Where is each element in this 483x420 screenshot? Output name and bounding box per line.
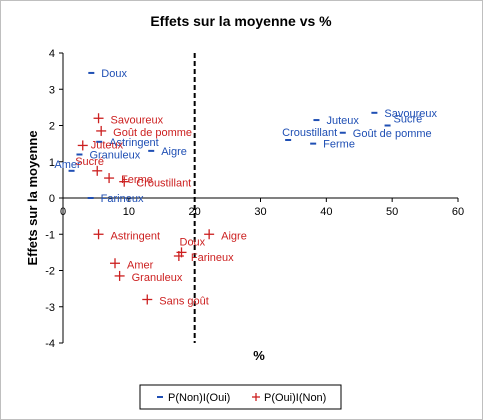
y-tick-label: 1 <box>49 157 55 169</box>
chart-title: Effets sur la moyenne vs % <box>150 13 332 29</box>
data-point-label: Doux <box>101 68 127 80</box>
x-tick-label: 0 <box>60 206 66 218</box>
data-point-label: Aigre <box>161 146 187 158</box>
data-point-label: Astringent <box>111 230 161 242</box>
x-axis-title: % <box>253 348 265 363</box>
data-point-label: Croustillant <box>136 178 191 190</box>
x-tick-label: 50 <box>386 206 398 218</box>
x-tick-label: 10 <box>123 206 135 218</box>
x-tick-label: 40 <box>320 206 332 218</box>
data-point-label: Ferme <box>323 139 355 151</box>
y-axis-title: Effets sur la moyenne <box>25 130 40 265</box>
legend: P(Non)I(Oui) P(Oui)I(Non) <box>157 392 326 404</box>
y-tick-label: 0 <box>49 193 55 205</box>
data-point-label: Sucré <box>394 114 423 126</box>
data-point-label: Goût de pomme <box>113 127 192 139</box>
data-point-label: Ferme <box>121 174 153 186</box>
data-point-label: Amer <box>54 159 81 171</box>
y-tick-label: 2 <box>49 121 55 133</box>
y-tick-label: -1 <box>45 229 55 241</box>
data-point-label: Astringent <box>109 137 159 149</box>
data-point-label: Juteux <box>326 115 359 127</box>
data-point-label: Sans goût <box>159 296 209 308</box>
y-tick-label: -2 <box>45 266 55 278</box>
data-point-label: Granuleux <box>132 272 183 284</box>
x-tick-label: 60 <box>452 206 464 218</box>
data-point-label: Amer <box>127 259 154 271</box>
data-point-label: Aigre <box>221 230 247 242</box>
y-tick-label: 4 <box>49 48 55 60</box>
data-point-label: Croustillant <box>282 127 337 139</box>
data-point-label: Savoureux <box>384 108 437 120</box>
y-tick-label: -3 <box>45 302 55 314</box>
data-point-label: Doux <box>180 236 206 248</box>
data-point-label: Farineux <box>101 193 144 205</box>
y-tick-label: 3 <box>49 84 55 96</box>
x-tick-label: 30 <box>254 206 266 218</box>
legend-label: P(Oui)I(Non) <box>264 392 326 404</box>
y-tick-label: -4 <box>45 338 55 350</box>
legend-label: P(Non)I(Oui) <box>168 392 230 404</box>
data-point-label: Sucré <box>75 156 104 168</box>
data-point-label: Farineux <box>191 252 234 264</box>
data-point-label: Goût de pomme <box>353 128 432 140</box>
x-tick-label: 20 <box>189 206 201 218</box>
legend-box <box>139 384 342 410</box>
data-point-label: Juteux <box>91 139 124 151</box>
data-point-label: Savoureux <box>111 114 164 126</box>
data-point-label: Granuleux <box>89 150 140 162</box>
